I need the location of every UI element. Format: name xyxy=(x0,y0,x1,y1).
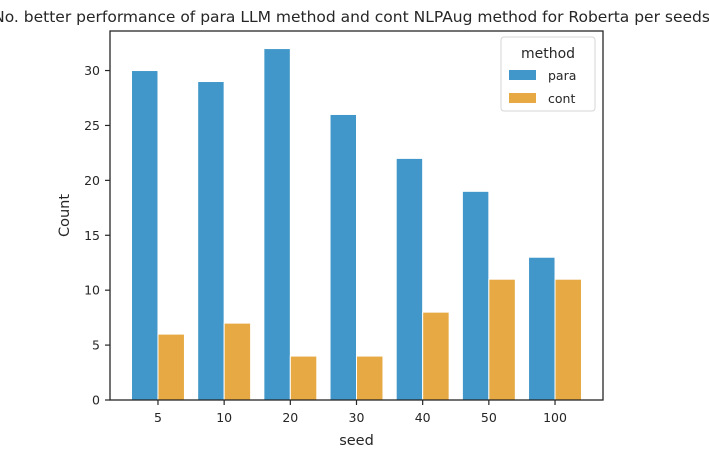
legend-label-cont: cont xyxy=(548,91,575,106)
y-axis: 0 5 10 15 20 25 30 xyxy=(84,63,110,408)
bar-para-seed-30 xyxy=(329,113,358,401)
legend-label-para: para xyxy=(548,68,576,83)
x-tick-label: 100 xyxy=(543,410,567,425)
bar-para-seed-10 xyxy=(197,81,225,401)
y-tick-label: 0 xyxy=(92,393,100,408)
legend: method para cont xyxy=(500,36,596,112)
bar-para-seed-100 xyxy=(528,256,556,401)
bar-cont-seed-30 xyxy=(356,355,384,401)
x-tick-label: 5 xyxy=(154,410,162,425)
x-axis-label: seed xyxy=(339,433,374,449)
y-tick-label: 25 xyxy=(84,118,100,133)
bars-layer xyxy=(131,48,582,401)
x-tick-label: 10 xyxy=(216,410,232,425)
bar-para-seed-5 xyxy=(131,70,159,401)
y-tick-label: 20 xyxy=(84,173,100,188)
x-axis: 5 10 20 30 40 50 100 xyxy=(154,400,567,425)
bar-para-seed-40 xyxy=(395,157,424,401)
bar-cont-seed-50 xyxy=(488,278,516,401)
legend-box xyxy=(500,36,596,112)
x-tick-label: 50 xyxy=(481,410,497,425)
legend-items: para cont xyxy=(509,68,576,106)
chart-title: No. better performance of para LLM metho… xyxy=(0,8,709,26)
x-tick-label: 20 xyxy=(282,410,298,425)
bar-cont-seed-10 xyxy=(223,322,252,401)
legend-swatch-cont xyxy=(509,93,536,103)
x-tick-label: 30 xyxy=(349,410,365,425)
y-axis-label: Count xyxy=(57,194,73,237)
plot-frame xyxy=(109,30,604,401)
bar-cont-seed-100 xyxy=(554,278,582,401)
y-tick-label: 15 xyxy=(84,228,100,243)
y-tick-label: 10 xyxy=(84,283,100,298)
bar-para-seed-50 xyxy=(461,190,490,401)
y-tick-label: 30 xyxy=(84,63,100,78)
bar-cont-seed-20 xyxy=(289,355,318,401)
x-tick-label: 40 xyxy=(415,410,431,425)
y-tick-label: 5 xyxy=(92,338,100,353)
bar-cont-seed-5 xyxy=(157,333,185,401)
bar-para-seed-20 xyxy=(263,48,291,401)
bar-cont-seed-40 xyxy=(422,311,450,401)
legend-title: method xyxy=(521,46,575,62)
legend-swatch-para xyxy=(509,70,536,80)
